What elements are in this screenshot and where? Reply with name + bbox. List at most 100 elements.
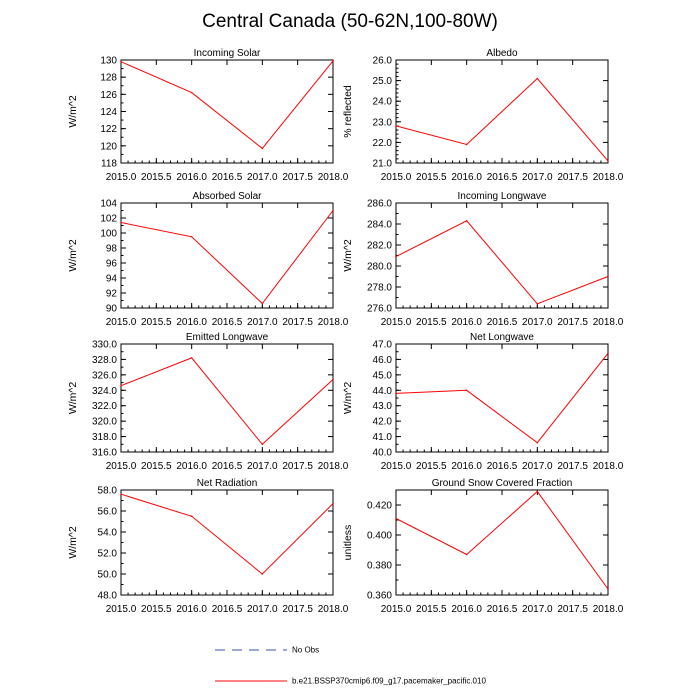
data-point — [465, 553, 468, 556]
y-tick-label: 0.420 — [367, 501, 392, 512]
x-tick-label: 2016.0 — [451, 172, 482, 183]
legend-model-label: b.e21.BSSP370cmip6.f09_g17.pacemaker_pac… — [292, 677, 486, 686]
series-line — [395, 490, 609, 590]
plot-frame — [395, 489, 609, 596]
x-tick-label: 2018.0 — [593, 317, 624, 328]
data-point — [332, 209, 334, 212]
x-tick-label: 2017.5 — [282, 317, 313, 328]
x-tick-label: 2018.0 — [593, 604, 624, 615]
panel-5: Emitted Longwave 2015.0 2015.5 2016.0 2016.5… — [67, 332, 349, 472]
y-tick-label: 50.0 — [98, 570, 118, 581]
y-tick-label: 98 — [106, 244, 118, 255]
data-point — [190, 91, 193, 94]
data-point — [465, 143, 468, 146]
series-line — [120, 210, 334, 305]
y-tick-label: 102 — [100, 214, 117, 225]
panel-title: Albedo — [486, 48, 518, 59]
y-tick-label: 104 — [100, 199, 117, 210]
y-tick-label: 286.0 — [367, 199, 392, 210]
x-tick-label: 2015.0 — [106, 172, 137, 183]
y-tick-label: 318.0 — [92, 432, 117, 443]
x-tick-label: 2016.5 — [212, 604, 243, 615]
x-tick-label: 2017.5 — [557, 172, 588, 183]
panel-7: Net Radiation 2015.0 2015.5 2016.0 2016.5 201… — [67, 478, 349, 615]
plot-frame — [120, 489, 334, 596]
y-tick-label: 278.0 — [367, 283, 392, 294]
y-axis-label: W/m^2 — [67, 526, 79, 559]
series-line — [120, 493, 334, 575]
x-tick-label: 2017.0 — [247, 172, 278, 183]
data-point — [607, 160, 609, 162]
x-tick-label: 2017.5 — [557, 604, 588, 615]
data-point — [536, 303, 539, 305]
x-tick-label: 2016.0 — [451, 461, 482, 472]
y-axis-label: W/m^2 — [342, 382, 354, 415]
data-point — [190, 515, 193, 518]
y-tick-label: 46.0 — [373, 355, 393, 366]
y-tick-label: 280.0 — [367, 262, 392, 273]
data-point — [607, 275, 609, 278]
plot-frame — [120, 202, 334, 309]
y-tick-label: 43.0 — [373, 401, 393, 412]
x-tick-label: 2015.0 — [106, 317, 137, 328]
x-tick-label: 2015.0 — [381, 317, 412, 328]
data-point — [120, 493, 122, 496]
y-tick-label: 96 — [106, 259, 118, 270]
y-tick-label: 120 — [100, 141, 117, 152]
x-tick-label: 2015.5 — [141, 604, 172, 615]
y-tick-label: 328.0 — [92, 355, 117, 366]
y-tick-label: 124 — [100, 107, 117, 118]
y-tick-label: 100 — [100, 229, 117, 240]
panel-title: Net Radiation — [197, 478, 258, 489]
y-tick-label: 24.0 — [373, 97, 393, 108]
legend-obs-label: No Obs — [292, 646, 319, 655]
panel-title: Net Longwave — [470, 332, 534, 343]
x-tick-label: 2016.0 — [176, 604, 207, 615]
x-tick-label: 2018.0 — [318, 317, 349, 328]
x-tick-label: 2018.0 — [318, 604, 349, 615]
y-tick-label: 128 — [100, 73, 117, 84]
x-tick-label: 2016.0 — [176, 317, 207, 328]
y-axis-label: W/m^2 — [342, 239, 354, 272]
panel-title: Absorbed Solar — [193, 191, 263, 202]
x-tick-label: 2015.0 — [381, 172, 412, 183]
y-axis-label: W/m^2 — [67, 239, 79, 272]
y-tick-label: 45.0 — [373, 370, 393, 381]
data-point — [190, 235, 193, 238]
data-point — [465, 220, 468, 222]
x-tick-label: 2015.5 — [141, 461, 172, 472]
series-line — [120, 60, 334, 150]
y-tick-label: 0.400 — [367, 531, 392, 542]
y-tick-label: 56.0 — [98, 507, 118, 518]
data-point — [261, 302, 264, 305]
y-tick-label: 25.0 — [373, 76, 393, 87]
y-tick-label: 23.0 — [373, 117, 393, 128]
y-tick-label: 316.0 — [92, 448, 117, 459]
data-point — [536, 490, 539, 493]
y-tick-label: 122 — [100, 124, 117, 135]
data-point — [120, 384, 122, 387]
y-tick-label: 320.0 — [92, 417, 117, 428]
y-tick-label: 54.0 — [98, 528, 118, 539]
x-tick-label: 2017.5 — [282, 604, 313, 615]
x-tick-label: 2017.5 — [557, 461, 588, 472]
x-tick-label: 2017.0 — [522, 317, 553, 328]
panel-1: Incoming Solar 2015.0 2015.5 2016.0 2016.5 20… — [67, 48, 349, 183]
x-tick-label: 2015.5 — [416, 461, 447, 472]
x-tick-label: 2015.0 — [381, 461, 412, 472]
x-tick-label: 2016.0 — [176, 172, 207, 183]
data-point — [465, 389, 468, 392]
y-tick-label: 48.0 — [98, 591, 118, 602]
x-tick-label: 2017.0 — [247, 604, 278, 615]
panels: Incoming Solar 2015.0 2015.5 2016.0 2016.5 20… — [67, 48, 624, 615]
y-axis-label: % reflected — [342, 85, 354, 138]
x-tick-label: 2017.5 — [557, 317, 588, 328]
panel-3: Absorbed Solar 2015.0 2015.5 2016.0 2016.5 20… — [67, 191, 349, 328]
y-tick-label: 40.0 — [373, 448, 393, 459]
x-tick-label: 2015.5 — [141, 317, 172, 328]
panel-4: Incoming Longwave 2015.0 2015.5 2016.0 2016.… — [342, 191, 624, 328]
y-tick-label: 284.0 — [367, 220, 392, 231]
data-point — [332, 378, 334, 381]
data-point — [395, 392, 397, 395]
series-line — [395, 220, 609, 305]
